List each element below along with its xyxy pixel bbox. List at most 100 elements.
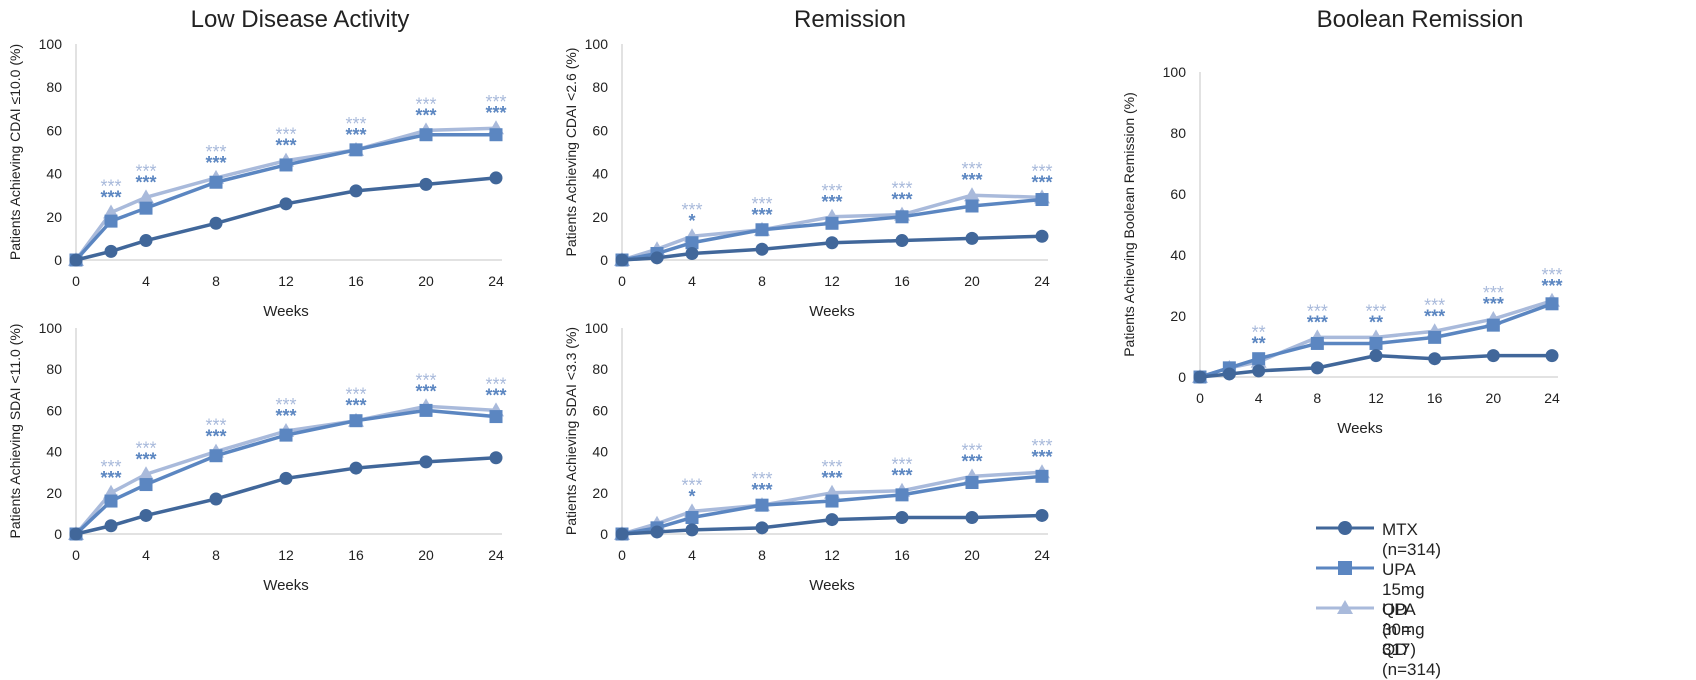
y-tick-label: 80 [1170, 125, 1186, 141]
sig-stars-upa30: *** [821, 181, 842, 201]
point-mtx [1486, 349, 1500, 363]
point-mtx [650, 251, 664, 265]
x-tick-label: 4 [142, 273, 150, 289]
legend-marker-triangle [1316, 600, 1374, 614]
sig-stars-upa30: *** [135, 161, 156, 181]
x-tick-label: 24 [1544, 390, 1560, 406]
point-mtx [755, 242, 769, 256]
point-upa15 [279, 158, 293, 172]
y-tick-label: 100 [1163, 64, 1187, 80]
sig-stars-upa15: *** [345, 125, 366, 145]
sig-stars-upa15: *** [100, 468, 121, 488]
x-axis-label: Weeks [263, 577, 309, 594]
y-tick-label: 60 [46, 402, 62, 418]
x-tick-label: 20 [418, 273, 434, 289]
x-tick-label: 4 [142, 547, 150, 563]
point-upa15 [1310, 336, 1324, 350]
sig-stars-upa30: *** [681, 200, 702, 220]
point-mtx [419, 177, 433, 191]
y-tick-label: 60 [592, 402, 608, 418]
x-tick-label: 0 [72, 547, 80, 563]
y-tick-label: 20 [592, 485, 608, 501]
point-upa15 [419, 403, 433, 417]
sig-stars-upa15: *** [751, 480, 772, 500]
point-mtx [69, 527, 83, 541]
x-tick-label: 0 [72, 273, 80, 289]
chart-sdai-remission: 0 20 40 60 80 100 0 4 8 12 16 20 24 Weeks Patients Ach… [563, 320, 1053, 594]
point-mtx [1193, 370, 1207, 384]
sig-stars-upa15: *** [1424, 306, 1445, 326]
sig-stars-upa30: *** [681, 475, 702, 495]
point-upa15 [1369, 336, 1383, 350]
x-tick-label: 12 [824, 273, 840, 289]
point-upa15 [895, 210, 909, 224]
sig-stars-upa15: *** [891, 190, 912, 210]
point-mtx [209, 216, 223, 230]
point-mtx [685, 247, 699, 261]
sig-stars-upa15: *** [205, 153, 226, 173]
sig-stars-upa30: *** [751, 194, 772, 214]
y-tick-label: 40 [46, 444, 62, 460]
y-tick-label: 80 [592, 361, 608, 377]
title-low-disease-activity: Low Disease Activity [190, 6, 410, 33]
sig-stars-upa15: *** [1031, 172, 1052, 192]
point-upa15 [965, 199, 979, 213]
x-tick-label: 24 [488, 547, 504, 563]
y-axis-label: Patients Achieving SDAI <11.0 (%) [7, 324, 23, 539]
point-mtx [615, 253, 629, 267]
x-tick-label: 20 [964, 273, 980, 289]
sig-stars-upa30: *** [205, 142, 226, 162]
point-upa15 [1035, 469, 1049, 483]
sig-stars-upa30: *** [891, 455, 912, 475]
point-mtx [209, 492, 223, 506]
y-tick-label: 20 [1170, 308, 1186, 324]
sig-stars-upa15: *** [205, 427, 226, 447]
point-upa15 [1486, 318, 1500, 332]
point-mtx [419, 455, 433, 469]
sig-stars-upa30: *** [135, 438, 156, 458]
x-tick-label: 24 [1034, 547, 1050, 563]
y-axis-label: Patients Achieving Boolean Remission (%) [1121, 92, 1137, 357]
x-tick-label: 4 [1255, 390, 1263, 406]
x-tick-label: 12 [1368, 390, 1384, 406]
sig-stars-upa15: *** [1307, 312, 1328, 332]
sig-stars-upa30: *** [100, 176, 121, 196]
x-tick-label: 4 [688, 273, 696, 289]
sig-stars-upa30: *** [415, 94, 436, 114]
point-upa15 [104, 214, 118, 228]
point-mtx [1222, 367, 1236, 381]
y-tick-label: 100 [585, 36, 609, 52]
y-axis-label: Patients Achieving SDAI <3.3 (%) [563, 327, 579, 535]
sig-stars-upa30: *** [1541, 265, 1562, 285]
sig-stars-upa15: *** [821, 192, 842, 212]
point-upa15 [685, 236, 699, 250]
point-mtx [650, 525, 664, 539]
sig-stars-upa15: *** [1031, 447, 1052, 467]
sig-stars-upa15: *** [415, 381, 436, 401]
point-mtx [139, 234, 153, 248]
y-tick-label: 0 [600, 252, 608, 268]
point-mtx [965, 511, 979, 525]
point-upa15 [104, 494, 118, 508]
y-tick-label: 0 [1178, 369, 1186, 385]
sig-stars-upa15: *** [1483, 294, 1504, 314]
chart-sdai-ldas: 0 20 40 60 80 100 0 4 8 12 16 20 24 Weeks Patients Ach… [7, 320, 507, 594]
x-axis-label: Weeks [809, 303, 855, 320]
point-upa15 [1252, 352, 1266, 366]
point-upa15 [755, 498, 769, 512]
sig-stars-upa30: *** [345, 114, 366, 134]
point-upa15 [1428, 330, 1442, 344]
sig-stars-upa30: *** [1424, 295, 1445, 315]
point-mtx [279, 197, 293, 211]
y-tick-label: 80 [46, 361, 62, 377]
figure: Low Disease Activity Remission Boolean R… [7, 6, 1563, 679]
y-tick-label: 60 [592, 122, 608, 138]
sig-stars-upa30: *** [891, 179, 912, 199]
title-remission: Remission [793, 6, 907, 33]
point-upa15 [825, 216, 839, 230]
x-tick-label: 0 [1196, 390, 1204, 406]
point-upa15 [489, 410, 503, 424]
point-upa15 [139, 478, 153, 492]
point-mtx [895, 234, 909, 248]
point-upa15 [349, 414, 363, 428]
